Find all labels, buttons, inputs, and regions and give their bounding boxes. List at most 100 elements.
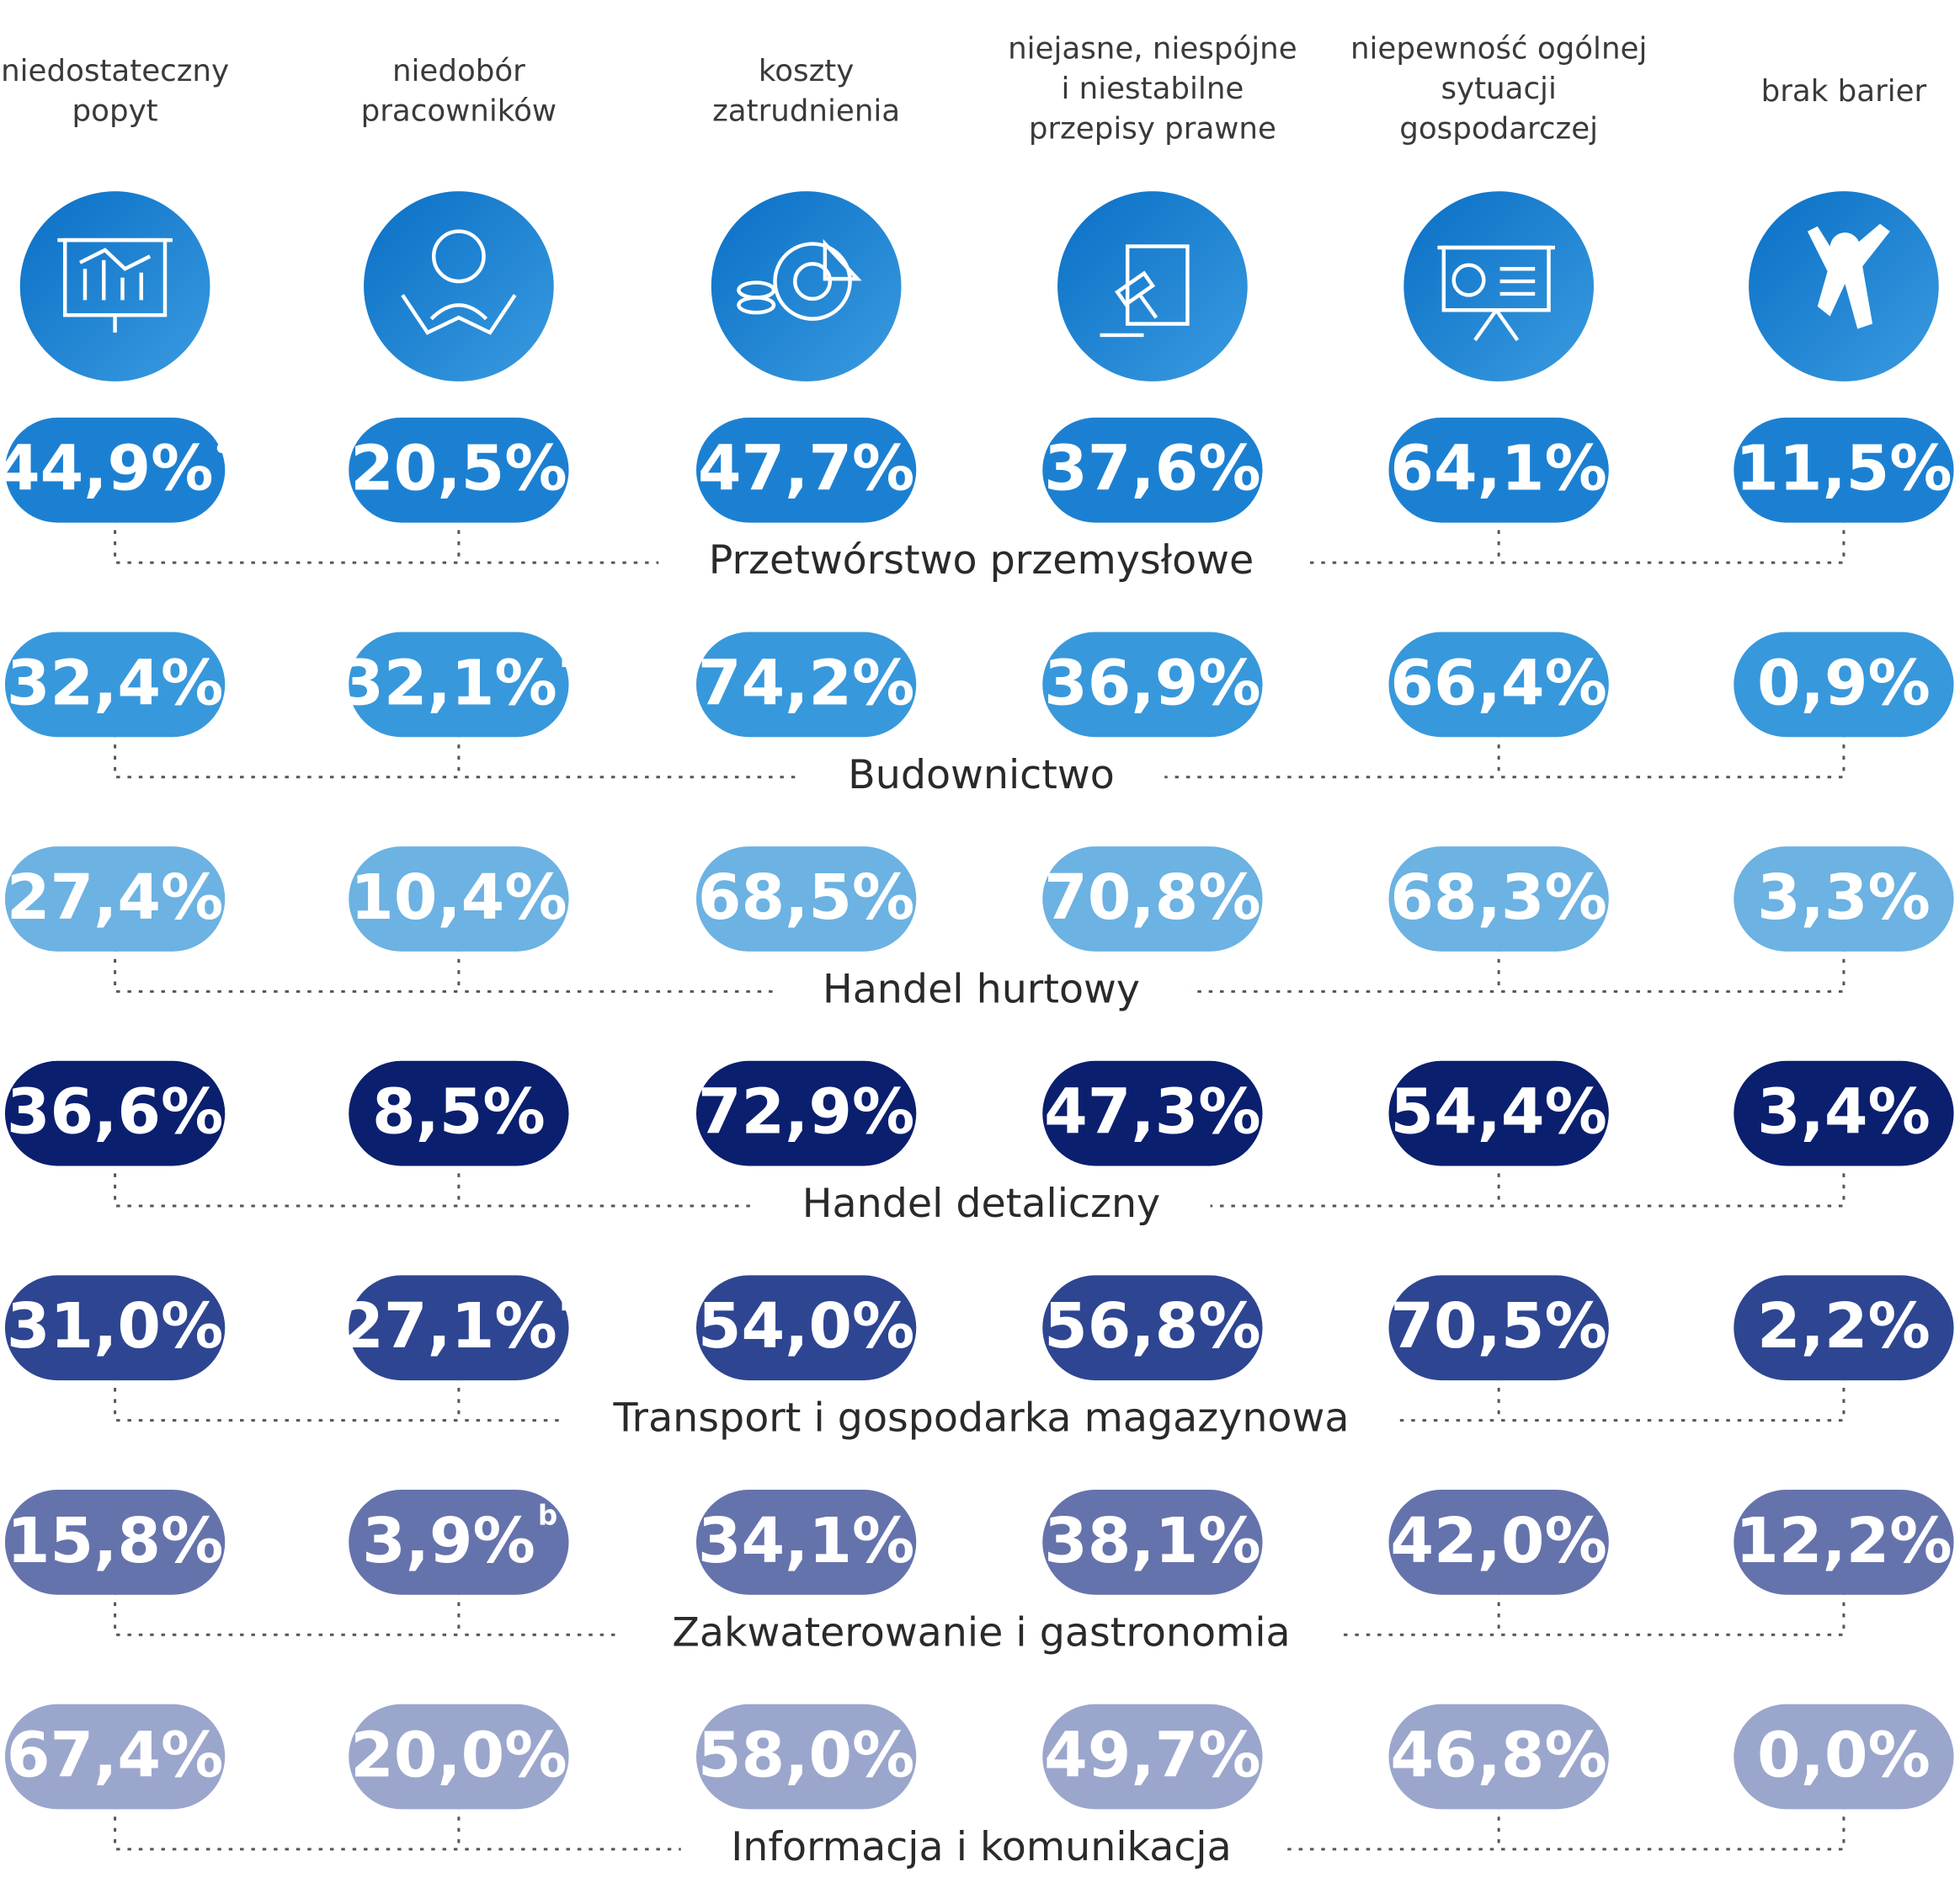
value: 20,5% — [350, 432, 567, 505]
pill — [1388, 1060, 1609, 1166]
pill — [1042, 846, 1263, 952]
pill — [349, 1060, 569, 1166]
value: 58,0% — [698, 1718, 914, 1791]
pill — [1734, 417, 1954, 523]
column-header: przepisy prawne — [1029, 111, 1276, 146]
value: 27,1% — [340, 1289, 557, 1363]
connector — [114, 1150, 753, 1208]
value: 27,4% — [7, 861, 223, 934]
connector — [1340, 1579, 1845, 1636]
pill — [1388, 846, 1609, 952]
value: 46,8% — [1390, 1718, 1606, 1791]
pill — [1042, 1275, 1263, 1381]
icon-workers — [364, 191, 554, 381]
value: 36,9% — [1044, 646, 1260, 719]
connector — [114, 936, 773, 993]
connector — [114, 1365, 564, 1422]
pill — [1734, 846, 1954, 952]
value: 2,2% — [1757, 1289, 1931, 1363]
pill — [695, 1704, 917, 1810]
footnote-mark: b — [560, 642, 579, 674]
value: 12,2% — [1735, 1504, 1952, 1577]
value: 34,1% — [698, 1504, 914, 1577]
value: 3,3% — [1757, 861, 1931, 934]
pill — [4, 846, 226, 952]
value: 44,9% — [0, 432, 213, 505]
pill — [4, 1490, 226, 1595]
pill — [349, 1704, 569, 1810]
pill — [4, 1060, 226, 1166]
pill — [695, 1275, 917, 1381]
pill — [4, 417, 226, 523]
value: 64,1% — [1390, 432, 1606, 505]
value: 15,8% — [7, 1504, 223, 1577]
pill — [4, 632, 226, 738]
column-header: pracowników — [361, 94, 557, 129]
value: 74,2% — [698, 646, 914, 719]
value: 0,0% — [1757, 1718, 1931, 1791]
pill — [695, 417, 917, 523]
pill — [695, 632, 917, 738]
icon-economy — [1403, 191, 1594, 381]
value: 10,4% — [350, 861, 567, 934]
column-header: koszty — [759, 54, 854, 88]
pill — [1388, 1275, 1609, 1381]
pill — [1388, 1490, 1609, 1595]
footnote-mark: b — [538, 1500, 557, 1532]
icon-costs — [711, 191, 902, 381]
pill — [695, 1490, 917, 1595]
value: 54,4% — [1390, 1075, 1606, 1149]
pill — [349, 846, 569, 952]
row-label: Handel hurtowy — [823, 966, 1140, 1012]
pill — [1388, 1704, 1609, 1810]
pill — [1734, 1275, 1954, 1381]
footnote-mark: b — [560, 1285, 579, 1317]
value: 20,0% — [350, 1718, 567, 1791]
connector — [114, 1794, 681, 1851]
value: 38,1% — [1044, 1504, 1260, 1577]
pill — [1734, 632, 1954, 738]
connector — [1190, 936, 1845, 993]
value: 54,0% — [698, 1289, 914, 1363]
value: 8,5% — [372, 1075, 546, 1149]
value: 11,5% — [1735, 432, 1952, 505]
value: 3,9% — [362, 1504, 535, 1577]
column-header: niejasne, niespójne — [1008, 31, 1297, 66]
pill — [1388, 417, 1609, 523]
column-header: popyt — [72, 94, 158, 129]
value: 47,7% — [698, 432, 914, 505]
column-header: sytuacji — [1441, 72, 1556, 106]
pill — [4, 1704, 226, 1810]
icon-demand — [19, 191, 210, 381]
pill — [1042, 632, 1263, 738]
icons — [19, 191, 1939, 381]
pill — [349, 1490, 569, 1595]
pill — [349, 417, 569, 523]
value: 47,3% — [1044, 1075, 1260, 1149]
value: 0,9% — [1757, 646, 1931, 719]
pill — [695, 846, 917, 952]
connector — [114, 507, 659, 564]
value: 31,0% — [7, 1289, 223, 1363]
pill — [349, 632, 569, 738]
value: 37,6% — [1044, 432, 1260, 505]
value: 3,4% — [1757, 1075, 1931, 1149]
row-label: Przetwórstwo przemysłowe — [709, 537, 1254, 584]
pill — [1042, 1704, 1263, 1810]
pill — [349, 1275, 569, 1381]
value: 56,8% — [1044, 1289, 1260, 1363]
value: 42,0% — [1390, 1504, 1606, 1577]
value: 32,4% — [7, 646, 223, 719]
value: 49,7% — [1044, 1718, 1260, 1791]
row-label: Budownictwo — [848, 752, 1115, 798]
pill — [1042, 1060, 1263, 1166]
value: 68,3% — [1390, 861, 1606, 934]
value: 72,9% — [698, 1075, 914, 1149]
connector — [114, 1579, 622, 1636]
column-header: gospodarczej — [1399, 111, 1598, 146]
pill — [4, 1275, 226, 1381]
pill — [1734, 1490, 1954, 1595]
footnote-mark: a — [216, 428, 234, 460]
column-header: brak barier — [1761, 74, 1927, 109]
